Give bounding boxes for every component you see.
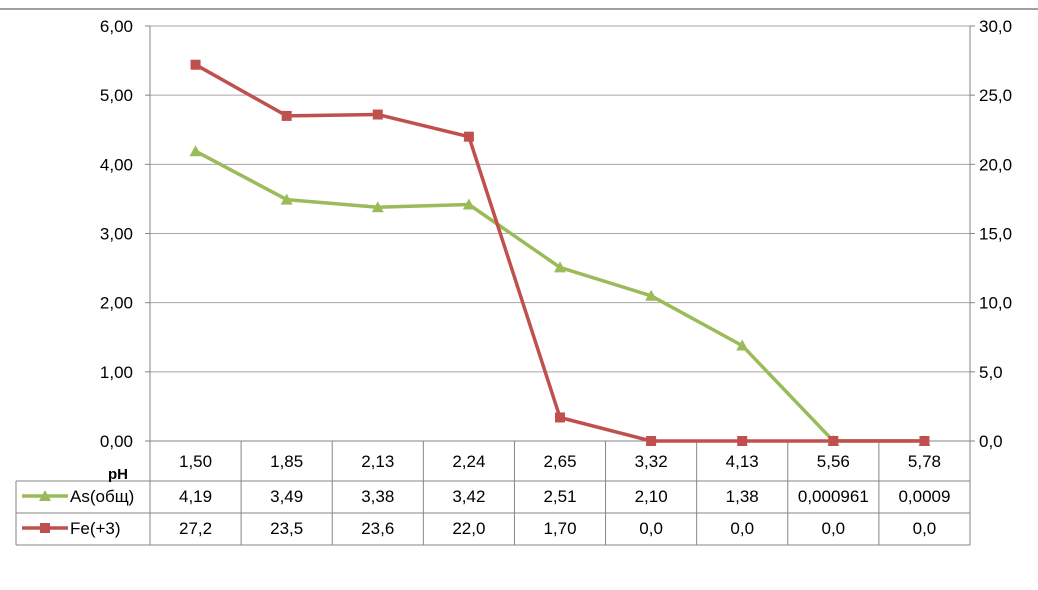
- table-cell: 3,49: [270, 487, 303, 506]
- y-left-tick-label: 6,00: [100, 17, 133, 36]
- y-left-tick-label: 0,00: [100, 432, 133, 451]
- series-point-1: [919, 436, 930, 446]
- x-tick-label: 2,24: [452, 452, 485, 471]
- series-layer: [189, 59, 931, 446]
- series-point-0: [736, 339, 749, 351]
- y-right-tick-label: 5,0: [979, 363, 1003, 382]
- series-point-1: [555, 412, 565, 423]
- legend-key-marker-1: [40, 523, 50, 533]
- gridlines: [150, 25, 970, 373]
- table-cell: 0,0: [730, 519, 754, 538]
- y-right-tick-label: 10,0: [979, 294, 1012, 313]
- y-right-tick-label: 0,0: [979, 432, 1003, 451]
- series-point-1: [463, 131, 474, 142]
- table-cell: 2,51: [543, 487, 576, 506]
- legend-key-marker-0: [39, 490, 51, 501]
- series-point-1: [828, 436, 839, 446]
- y-left-tick-label: 5,00: [100, 86, 133, 105]
- y-right-tick-label: 30,0: [979, 17, 1012, 36]
- table-cell: 1,38: [726, 487, 759, 506]
- axes: 0,00 1,00 2,00 3,00 4,00 5,00 6,00 0,0 5,0 10,0 15…: [0, 8, 1038, 451]
- series-point-1: [737, 436, 748, 446]
- table-cell: 23,5: [270, 519, 303, 538]
- series-point-0: [371, 201, 384, 213]
- series-point-1: [281, 110, 292, 121]
- x-tick-label: 3,32: [635, 452, 668, 471]
- y-left-tick-label: 2,00: [100, 294, 133, 313]
- y-left-tick-label: 1,00: [100, 363, 133, 382]
- series-point-0: [554, 261, 566, 273]
- x-tick-label: 2,65: [543, 452, 576, 471]
- table-cell: 22,0: [452, 519, 485, 538]
- series-point-1: [646, 436, 657, 446]
- y-left-tick-label: 4,00: [100, 155, 133, 174]
- table-cell: 1,70: [543, 519, 576, 538]
- series-point-1: [190, 59, 201, 70]
- series-point-0: [645, 289, 658, 301]
- y-right-tick-label: 25,0: [979, 86, 1012, 105]
- x-tick-label: 1,85: [270, 452, 303, 471]
- y-right-tick-label: 15,0: [979, 225, 1012, 244]
- y-right-tick-label: 20,0: [979, 155, 1012, 174]
- table-cell: 4,19: [179, 487, 212, 506]
- table-cell: 0,0: [639, 519, 663, 538]
- x-tick-label: 5,56: [817, 452, 850, 471]
- legend-label-0: As(общ): [70, 487, 134, 506]
- series-line-0: [194, 149, 925, 443]
- x-axis-label: pH: [108, 466, 128, 483]
- y-left-tick-label: 3,00: [100, 225, 133, 244]
- table-cell: 0,000961: [798, 487, 869, 506]
- table-cell: 0,0009: [898, 487, 950, 506]
- series-line-1: [194, 63, 925, 443]
- series-point-0: [462, 198, 475, 210]
- table-cell: 3,38: [361, 487, 394, 506]
- table-cell: 23,6: [361, 519, 394, 538]
- x-tick-label: 2,13: [361, 452, 394, 471]
- series-point-1: [372, 109, 383, 120]
- table-cell: 0,0: [822, 519, 846, 538]
- x-tick-label: 1,50: [179, 452, 212, 471]
- table-cell: 0,0: [913, 519, 937, 538]
- legend-label-1: Fe(+3): [70, 519, 121, 538]
- series-point-0: [189, 145, 202, 157]
- table-cell: 3,42: [452, 487, 485, 506]
- series-point-0: [280, 193, 293, 205]
- table-cell: 2,10: [635, 487, 668, 506]
- x-tick-label: 5,78: [908, 452, 941, 471]
- table-cell: 27,2: [179, 519, 212, 538]
- data-table: 1,50 1,85 2,13 2,24 2,65 3,32 4,13 5,56 5,78 As(о…: [15, 441, 971, 546]
- x-tick-label: 4,13: [726, 452, 759, 471]
